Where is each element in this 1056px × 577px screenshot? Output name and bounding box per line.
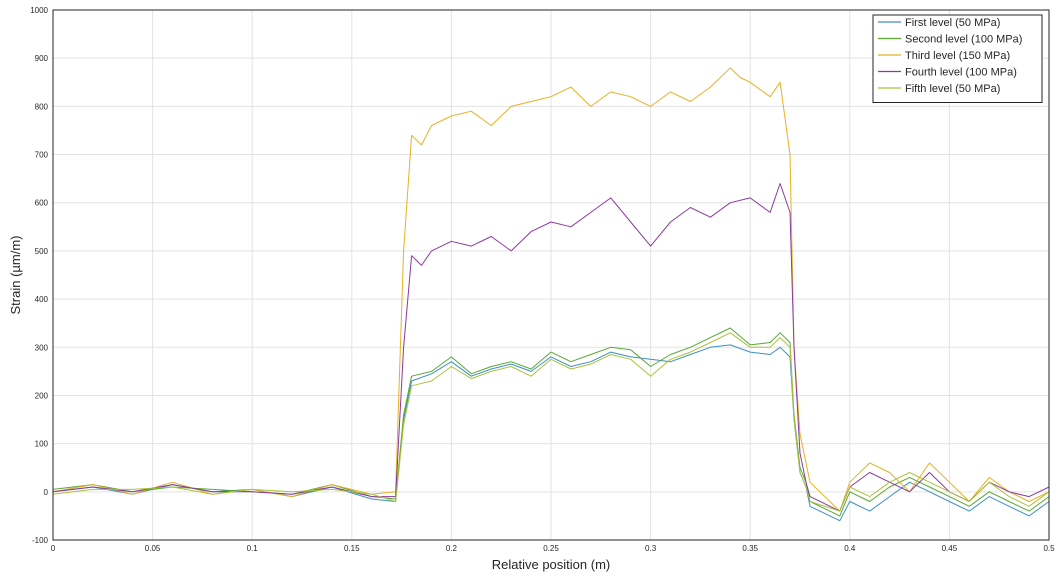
legend: First level (50 MPa) Second level (100 MP…: [872, 14, 1043, 103]
x-tick-label: 0.15: [344, 544, 360, 553]
x-tick-label: 0.35: [742, 544, 758, 553]
legend-entry-label: Fifth level (50 MPa): [905, 83, 1000, 95]
x-tick-label: 0.45: [942, 544, 958, 553]
x-tick-label: 0.05: [145, 544, 161, 553]
x-tick-label: 0: [51, 544, 56, 553]
y-tick-label: 200: [35, 391, 49, 400]
legend-entry-label: Third level (150 MPa): [905, 50, 1010, 62]
y-tick-label: 400: [35, 295, 49, 304]
x-tick-label: 0.4: [844, 544, 856, 553]
y-tick-label: 800: [35, 102, 49, 111]
x-axis-label: Relative position (m): [492, 557, 611, 572]
x-tick-label: 0.2: [446, 544, 458, 553]
tick-labels: 0 0.05 0.1 0.15 0.2 0.25 0.3 0.35 0.4 0.45 0.5 -100…: [30, 6, 1055, 553]
y-tick-label: 900: [35, 54, 49, 63]
y-tick-label: -100: [32, 536, 49, 545]
x-tick-label: 0.5: [1043, 544, 1055, 553]
x-tick-label: 0.1: [247, 544, 259, 553]
series-line-5: [52, 332, 1050, 512]
legend-box: [872, 14, 1043, 103]
series-line-3: [52, 67, 1050, 512]
y-tick-label: 600: [35, 199, 49, 208]
y-tick-label: 1000: [30, 6, 48, 15]
y-axis-label: Strain (µm/m): [8, 236, 23, 315]
y-tick-label: 700: [35, 151, 49, 160]
legend-entry-label: Second level (100 MPa): [905, 34, 1022, 46]
y-tick-label: 300: [35, 343, 49, 352]
x-tick-label: 0.3: [645, 544, 657, 553]
x-tick-label: 0.25: [543, 544, 559, 553]
legend-entry-label: First level (50 MPa): [905, 17, 1000, 29]
series-group: [52, 67, 1050, 522]
y-tick-label: 100: [35, 440, 49, 449]
legend-entry-label: Fourth level (100 MPa): [905, 67, 1017, 79]
y-tick-label: 500: [35, 247, 49, 256]
plot-frame: [52, 9, 1050, 541]
y-tick-label: 0: [44, 488, 49, 497]
